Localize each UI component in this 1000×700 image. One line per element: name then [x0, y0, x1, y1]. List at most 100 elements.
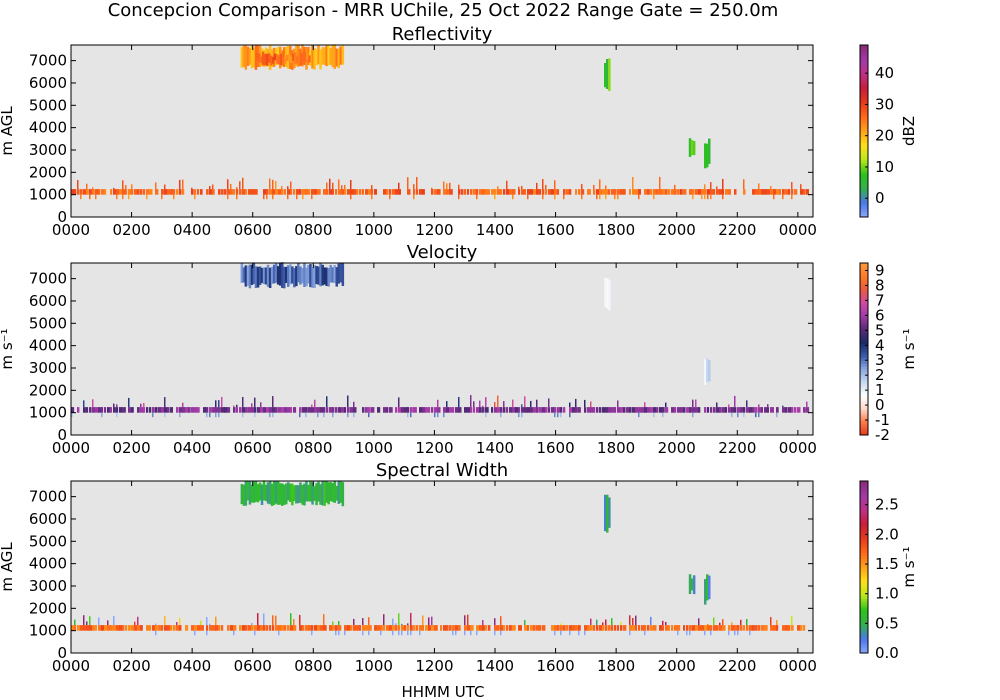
- heatmap-cell: [134, 625, 138, 631]
- colorbar-segment: [860, 572, 868, 576]
- heatmap-cell: [488, 189, 490, 195]
- heatmap-cell: [413, 407, 417, 413]
- heatmap-cell: [299, 266, 302, 285]
- heatmap-cell: [264, 267, 268, 285]
- heatmap-cell: [428, 407, 431, 413]
- colorbar-segment: [860, 116, 868, 120]
- x-tick-label: 0000: [779, 439, 817, 457]
- colorbar-tick-label: 2.5: [875, 496, 899, 514]
- x-tick-label: 0200: [112, 221, 150, 239]
- heatmap-cell: [587, 189, 591, 195]
- figure-title: Concepcion Comparison - MRR UChile, 25 O…: [108, 0, 779, 21]
- heatmap-cell: [347, 625, 351, 631]
- heatmap-cell: [722, 189, 724, 195]
- heatmap-cell: [644, 407, 648, 413]
- heatmap-cell: [248, 264, 252, 289]
- heatmap-cell: [782, 625, 786, 631]
- colorbar-segment: [860, 151, 868, 155]
- heatmap-cell: [422, 625, 424, 631]
- heatmap-cell: [706, 358, 709, 383]
- heatmap-cell: [276, 266, 280, 285]
- heatmap-cell: [179, 412, 181, 418]
- heatmap-cell: [509, 189, 513, 195]
- heatmap-cell: [218, 625, 221, 631]
- heatmap-cell: [95, 407, 99, 413]
- heatmap-cell: [359, 625, 362, 631]
- heatmap-cell: [734, 630, 736, 636]
- x-tick-label: 1400: [476, 221, 514, 239]
- heatmap-cell: [389, 625, 393, 631]
- heatmap-cell: [252, 47, 256, 68]
- heatmap-cell: [296, 189, 300, 195]
- heatmap-cell: [611, 189, 615, 195]
- heatmap-cell: [383, 614, 385, 626]
- heatmap-cell: [656, 189, 659, 195]
- heatmap-cell: [401, 630, 403, 636]
- heatmap-cell: [386, 625, 390, 631]
- y-tick-label: 0: [57, 426, 67, 444]
- heatmap-cell: [470, 625, 474, 631]
- heatmap-cell: [251, 189, 255, 195]
- heatmap-cell: [89, 616, 91, 626]
- heatmap-cell: [327, 45, 330, 66]
- heatmap-cell: [755, 412, 757, 418]
- heatmap-cell: [686, 630, 688, 636]
- colorbar-segment: [860, 208, 868, 212]
- heatmap-cell: [464, 625, 467, 631]
- heatmap-cell: [788, 189, 791, 195]
- heatmap-cell: [542, 179, 544, 190]
- colorbar-segment: [860, 45, 868, 49]
- heatmap-cell: [287, 625, 290, 631]
- heatmap-cell: [350, 189, 354, 195]
- y-tick-label: 5000: [29, 314, 67, 332]
- heatmap-cell: [294, 52, 297, 65]
- heatmap-cell: [251, 407, 255, 413]
- heatmap-cell: [794, 189, 798, 195]
- heatmap-cell: [146, 189, 150, 195]
- heatmap-cell: [86, 189, 89, 195]
- heatmap-cell: [143, 407, 146, 413]
- heatmap-cell: [125, 189, 128, 195]
- heatmap-cell: [782, 194, 784, 200]
- heatmap-cell: [266, 189, 269, 195]
- heatmap-cell: [482, 407, 485, 413]
- colorbar-segment: [860, 277, 868, 281]
- heatmap-cell: [197, 625, 201, 631]
- heatmap-cell: [95, 625, 97, 631]
- heatmap-cell: [710, 194, 712, 200]
- heatmap-cell: [509, 625, 512, 631]
- heatmap-cell: [122, 180, 124, 189]
- heatmap-cell: [536, 399, 538, 408]
- heatmap-cell: [368, 407, 371, 413]
- heatmap-cell: [317, 189, 321, 195]
- heatmap-cell: [695, 407, 699, 413]
- heatmap-cell: [314, 407, 318, 413]
- heatmap-cell: [503, 401, 505, 408]
- colorbar-segment: [860, 171, 868, 175]
- heatmap-cell: [806, 407, 810, 413]
- heatmap-cell: [518, 625, 522, 631]
- heatmap-cell: [353, 401, 355, 408]
- x-tick-label: 0400: [173, 221, 211, 239]
- heatmap-cell: [476, 407, 480, 413]
- heatmap-cell: [410, 407, 413, 413]
- heatmap-cell: [291, 483, 294, 506]
- heatmap-cell: [143, 189, 146, 195]
- heatmap-cell: [313, 265, 316, 288]
- colorbar-tick-label: -2: [875, 426, 890, 444]
- heatmap-cell: [146, 407, 149, 413]
- heatmap-cell: [587, 625, 590, 631]
- heatmap-cell: [209, 189, 213, 195]
- heatmap-cell: [272, 412, 274, 418]
- heatmap-cell: [470, 407, 473, 413]
- heatmap-cell: [289, 483, 292, 502]
- x-axis-label: HHMM UTC: [402, 683, 485, 700]
- heatmap-cell: [728, 189, 731, 195]
- x-tick-label: 2200: [718, 657, 756, 675]
- colorbar-segment: [860, 297, 868, 301]
- heatmap-cell: [319, 484, 322, 505]
- heatmap-cell: [155, 625, 158, 631]
- heatmap-cell: [560, 625, 563, 631]
- colorbar-segment: [860, 303, 868, 307]
- heatmap-cell: [77, 180, 79, 189]
